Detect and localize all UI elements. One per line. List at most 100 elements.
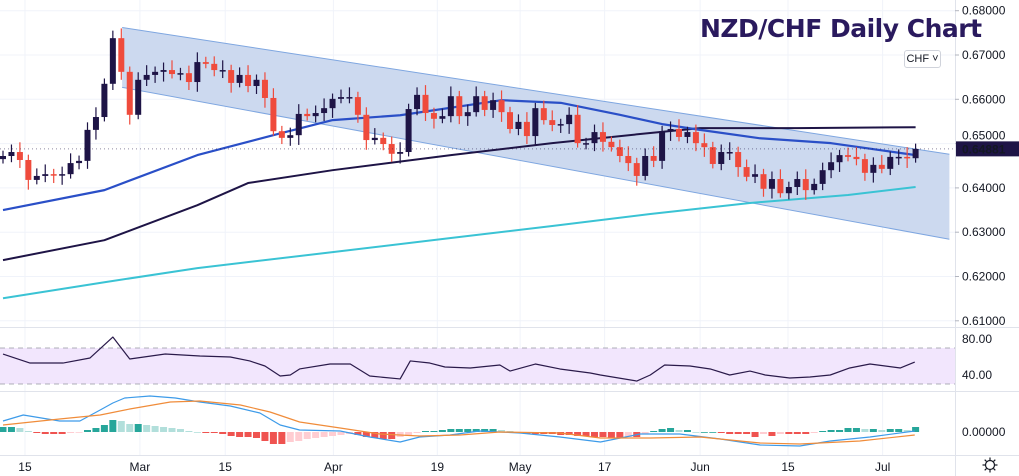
candle — [422, 85, 429, 122]
last-price-label: 0.64881 — [962, 142, 1006, 156]
macd-histogram-bar — [413, 432, 421, 433]
candle-body — [473, 96, 480, 113]
candle-body — [76, 160, 83, 164]
macd-histogram-bar — [312, 432, 320, 438]
candle-body — [439, 116, 446, 119]
candle-body — [768, 179, 775, 189]
candle — [490, 92, 497, 118]
time-tick-label: Jun — [690, 460, 709, 474]
macd-histogram-bar — [472, 429, 480, 432]
macd-histogram-bar — [912, 427, 920, 432]
candle — [42, 164, 49, 183]
price-tick-label: 0.63000 — [962, 225, 1006, 239]
macd-histogram-bar — [151, 426, 159, 432]
candle — [887, 151, 894, 176]
macd-histogram-bar — [379, 432, 387, 439]
candle-body — [667, 128, 674, 132]
macd-histogram-bar — [760, 432, 767, 434]
candle-body — [735, 152, 742, 168]
candle — [92, 107, 99, 140]
macd-histogram-bar — [607, 432, 615, 438]
gear-icon[interactable] — [982, 457, 998, 473]
sma100-line — [2, 126, 916, 262]
candle — [0, 150, 6, 164]
candle-body — [109, 38, 116, 84]
price-tick-label: 0.61000 — [962, 314, 1006, 328]
candle-body — [211, 63, 218, 71]
candle — [253, 74, 260, 94]
macd-histogram-bar — [447, 429, 455, 432]
macd-histogram-bar — [320, 432, 328, 437]
candle — [768, 171, 775, 199]
candle — [380, 132, 387, 151]
candle — [861, 153, 868, 181]
candle — [473, 86, 480, 117]
macd-histogram-bar — [582, 432, 590, 436]
candle-body — [828, 162, 835, 171]
candle-body — [608, 141, 615, 148]
macd-histogram-bar — [362, 432, 370, 437]
candle — [785, 181, 792, 200]
macd-histogram-bar — [58, 432, 66, 434]
candle-body — [676, 128, 682, 137]
macd-histogram-bar — [819, 431, 827, 432]
candle-body — [498, 100, 505, 113]
candle-body — [126, 71, 133, 115]
macd-histogram-bar — [33, 432, 41, 433]
macd-histogram-bar — [244, 432, 252, 437]
candle — [388, 136, 395, 162]
candle — [616, 139, 623, 163]
candle — [667, 121, 674, 141]
macd-histogram-bar — [709, 432, 717, 433]
candle — [397, 142, 404, 164]
candle-body — [380, 137, 387, 145]
candle — [650, 146, 657, 168]
macd-tick-label: 0.00000 — [962, 425, 1006, 439]
macd-histogram-bar — [852, 428, 860, 432]
candle — [118, 28, 125, 80]
candle — [414, 87, 421, 116]
macd-histogram-bar — [464, 429, 472, 432]
macd-histogram-bar — [329, 432, 337, 436]
candle-body — [236, 74, 243, 83]
macd-histogram-bar — [768, 432, 776, 436]
macd-histogram-bar — [117, 421, 125, 432]
candle-body — [456, 96, 463, 117]
candle — [135, 72, 142, 120]
candle-body — [278, 131, 285, 138]
candle-body — [253, 79, 260, 87]
gear-icon-tooth — [993, 459, 996, 462]
macd-histogram-bar — [599, 432, 607, 437]
candle — [599, 122, 606, 152]
macd-histogram-bar — [388, 432, 396, 439]
candle — [405, 103, 412, 157]
candle-body — [177, 73, 184, 75]
candle-body — [853, 156, 860, 160]
currency-button[interactable]: CHF ˅ — [904, 50, 941, 68]
candle-body — [430, 113, 437, 119]
candle — [270, 88, 277, 136]
candle — [236, 67, 243, 88]
macd-histogram-bar — [24, 431, 32, 432]
candle-body — [887, 156, 894, 169]
macd-histogram-bar — [261, 432, 269, 441]
candle — [354, 91, 361, 123]
candle — [160, 62, 167, 82]
price-tick-label: 0.65000 — [962, 128, 1006, 142]
macd-histogram-bar — [658, 429, 666, 432]
macd-histogram-bar — [641, 432, 649, 434]
candle — [101, 78, 108, 122]
candle-body — [912, 148, 919, 159]
candle — [177, 67, 184, 81]
candle-body — [709, 147, 716, 164]
gear-icon-tooth — [984, 468, 987, 471]
candle-body — [870, 164, 877, 173]
macd-histogram-bar — [861, 429, 869, 432]
candle-body — [169, 70, 175, 75]
macd-histogram-bar — [50, 432, 58, 434]
candle — [321, 98, 328, 122]
candle — [718, 144, 725, 171]
candle — [760, 168, 767, 197]
candle — [16, 142, 23, 168]
